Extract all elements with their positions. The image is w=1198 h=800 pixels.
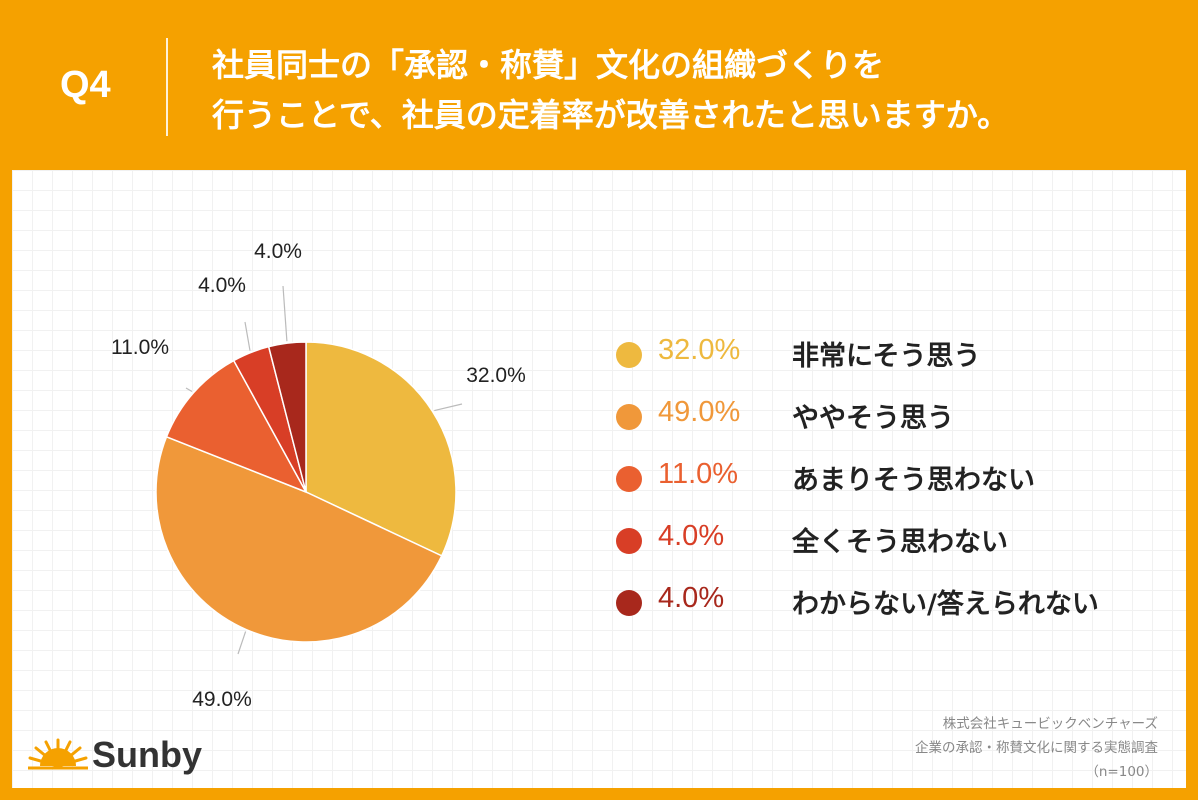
legend-label-5: わからない/答えられない	[792, 589, 1099, 620]
header-bar: Q4 社員同士の「承認・称賛」文化の組織づくりを 行うことで、社員の定着率が改善…	[0, 0, 1198, 170]
legend-swatch-5	[616, 590, 642, 616]
source-note: 株式会社キュービックベンチャーズ 企業の承認・称賛文化に関する実態調査 （n=1…	[915, 712, 1158, 784]
legend-label-1: 非常にそう思う	[792, 341, 981, 372]
chart-legend: 32.0% 非常にそう思う 49.0% ややそう思う 11.0% あまりそう思わない 4.0…	[612, 330, 1172, 640]
sun-icon	[28, 738, 88, 770]
slice-value-label-3: 11.0%	[111, 336, 169, 359]
legend-percent-1: 32.0%	[658, 334, 741, 366]
legend-swatch-3	[616, 466, 642, 492]
leader-line-2	[237, 631, 247, 655]
pie-slice-2	[155, 435, 443, 643]
source-survey: 企業の承認・称賛文化に関する実態調査	[915, 740, 1158, 756]
legend-item-2: 49.0% ややそう思う	[612, 392, 1172, 454]
question-title-line-2: 行うことで、社員の定着率が改善されたと思いますか。	[212, 96, 1010, 134]
slice-value-label-1: 32.0%	[466, 364, 526, 387]
leader-line-3	[185, 387, 193, 393]
legend-label-3: あまりそう思わない	[792, 465, 1035, 496]
legend-label-4: 全くそう思わない	[792, 527, 1008, 558]
pie-slice-1	[305, 341, 457, 557]
source-company: 株式会社キュービックベンチャーズ	[942, 716, 1158, 732]
question-title-line-1: 社員同士の「承認・称賛」文化の組織づくりを	[212, 46, 885, 84]
pie-slice-5	[267, 341, 307, 493]
legend-percent-2: 49.0%	[658, 396, 741, 428]
legend-item-1: 32.0% 非常にそう思う	[612, 330, 1172, 392]
leader-line-1	[434, 403, 463, 412]
pie-slice-3	[165, 359, 308, 494]
header-divider	[166, 38, 168, 136]
legend-swatch-4	[616, 528, 642, 554]
leader-line-4	[244, 321, 251, 351]
legend-item-5: 4.0% わからない/答えられない	[612, 578, 1172, 640]
question-number: Q4	[60, 64, 111, 106]
legend-item-3: 11.0% あまりそう思わない	[612, 454, 1172, 516]
legend-label-2: ややそう思う	[792, 403, 954, 434]
slice-value-label-5: 4.0%	[254, 240, 302, 263]
pie-leader-lines	[185, 285, 463, 655]
legend-percent-4: 4.0%	[658, 520, 725, 552]
source-sample-size: （n=100）	[1085, 764, 1158, 780]
legend-swatch-2	[616, 404, 642, 430]
legend-percent-5: 4.0%	[658, 582, 725, 614]
legend-swatch-1	[616, 342, 642, 368]
slice-value-label-2: 49.0%	[192, 688, 252, 711]
logo-text: Sunby	[92, 734, 203, 775]
leader-line-5	[282, 285, 288, 342]
legend-item-4: 4.0% 全くそう思わない	[612, 516, 1172, 578]
question-title: 社員同士の「承認・称賛」文化の組織づくりを 行うことで、社員の定着率が改善された…	[212, 40, 1172, 140]
legend-percent-3: 11.0%	[658, 458, 739, 490]
slice-value-label-4: 4.0%	[198, 274, 246, 297]
pie-labels: 32.0% 49.0% 11.0% 4.0% 4.0%	[111, 240, 526, 711]
pie-slices	[155, 341, 457, 643]
